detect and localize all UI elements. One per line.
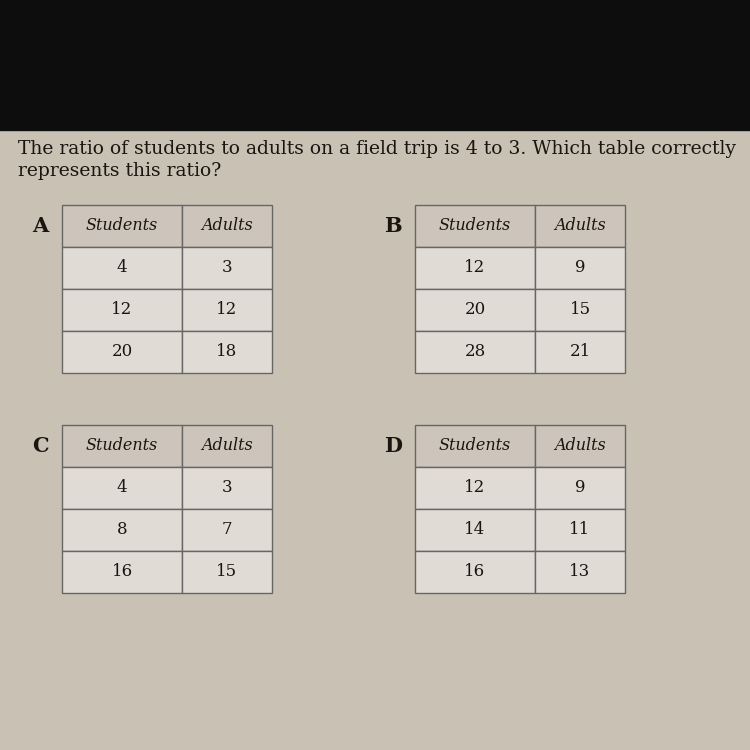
Bar — [182, 425, 272, 467]
Bar — [535, 205, 625, 247]
Bar — [182, 509, 272, 551]
Bar — [415, 425, 535, 467]
Text: 16: 16 — [112, 563, 133, 580]
Text: 8: 8 — [117, 521, 128, 538]
Text: Students: Students — [86, 217, 158, 235]
Bar — [182, 289, 272, 331]
Text: C: C — [32, 436, 48, 456]
Text: 4: 4 — [117, 479, 128, 496]
Bar — [535, 289, 625, 331]
Bar — [62, 425, 182, 467]
Bar — [182, 551, 272, 593]
Bar — [415, 205, 535, 247]
Bar — [535, 467, 625, 509]
Text: 15: 15 — [569, 302, 590, 319]
Text: 18: 18 — [216, 344, 238, 361]
Bar — [415, 551, 535, 593]
Bar — [62, 551, 182, 593]
Text: A: A — [32, 216, 48, 236]
Bar — [182, 331, 272, 373]
Text: B: B — [384, 216, 402, 236]
Text: 15: 15 — [217, 563, 238, 580]
Bar — [182, 205, 272, 247]
Text: 4: 4 — [117, 260, 128, 277]
Text: 16: 16 — [464, 563, 485, 580]
Text: 21: 21 — [569, 344, 591, 361]
Text: The ratio of students to adults on a field trip is 4 to 3. Which table correctly: The ratio of students to adults on a fie… — [18, 140, 736, 158]
Text: D: D — [384, 436, 402, 456]
Text: represents this ratio?: represents this ratio? — [18, 162, 221, 180]
Text: 3: 3 — [222, 260, 232, 277]
Bar — [62, 467, 182, 509]
Text: Students: Students — [439, 437, 512, 454]
Bar — [62, 331, 182, 373]
Text: 12: 12 — [111, 302, 133, 319]
Bar — [415, 509, 535, 551]
Text: 7: 7 — [222, 521, 232, 538]
Text: 3: 3 — [222, 479, 232, 496]
Bar — [62, 205, 182, 247]
Bar — [182, 467, 272, 509]
Text: 12: 12 — [464, 260, 486, 277]
Text: 9: 9 — [574, 479, 585, 496]
Bar — [62, 509, 182, 551]
Bar — [182, 247, 272, 289]
Text: Students: Students — [86, 437, 158, 454]
Text: 13: 13 — [569, 563, 591, 580]
Text: 12: 12 — [464, 479, 486, 496]
Bar — [415, 247, 535, 289]
Bar — [415, 467, 535, 509]
Text: 20: 20 — [111, 344, 133, 361]
Text: 12: 12 — [216, 302, 238, 319]
Bar — [415, 289, 535, 331]
Text: 11: 11 — [569, 521, 591, 538]
Text: Adults: Adults — [554, 437, 606, 454]
Text: 20: 20 — [464, 302, 486, 319]
Text: Adults: Adults — [201, 217, 253, 235]
Text: 9: 9 — [574, 260, 585, 277]
Bar — [535, 551, 625, 593]
Bar — [62, 247, 182, 289]
Text: Adults: Adults — [554, 217, 606, 235]
Text: 28: 28 — [464, 344, 486, 361]
Bar — [415, 331, 535, 373]
Text: Students: Students — [439, 217, 512, 235]
Text: 14: 14 — [464, 521, 486, 538]
Bar — [62, 289, 182, 331]
Text: Adults: Adults — [201, 437, 253, 454]
Bar — [535, 425, 625, 467]
Bar — [535, 331, 625, 373]
Bar — [535, 509, 625, 551]
Bar — [535, 247, 625, 289]
